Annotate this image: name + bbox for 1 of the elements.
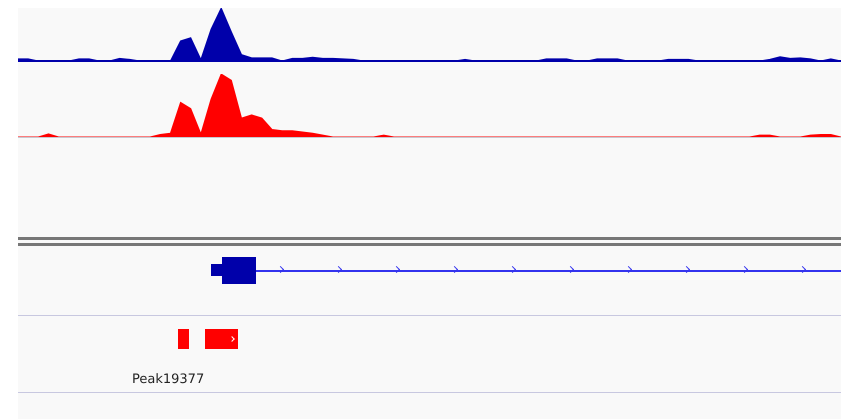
text: Peak19377 [132, 372, 204, 387]
